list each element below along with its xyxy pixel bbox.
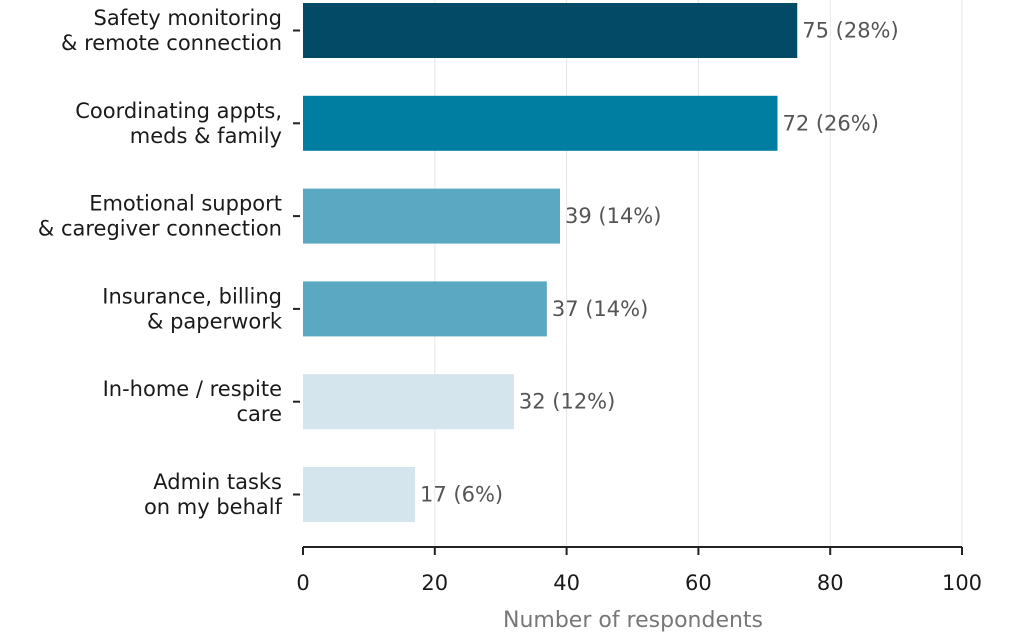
x-axis-title: Number of respondents: [503, 608, 763, 633]
axes: 0 20 40 60 80 100: [293, 29, 982, 595]
category-label-1: Coordinating appts, meds & family: [75, 99, 282, 148]
data-label-4: 32 (12%): [519, 390, 615, 414]
data-label-1: 72 (26%): [782, 111, 878, 135]
bar-5: [303, 467, 416, 522]
data-label-3: 37 (14%): [552, 297, 648, 321]
bar-1: [303, 95, 778, 151]
data-label-2: 39 (14%): [565, 204, 661, 228]
x-tick-label-60: 60: [685, 571, 712, 595]
bar-0: [303, 3, 798, 58]
bar-4: [303, 374, 514, 430]
grid-lines: [434, 0, 963, 547]
data-labels: 75 (28%) 72 (26%) 39 (14%) 37 (14%) 32 (12%)…: [420, 19, 899, 507]
category-label-2: Emotional support & caregiver connection: [38, 192, 282, 241]
category-label-0: Safety monitoring & remote connection: [61, 6, 282, 55]
x-tick-label-0: 0: [296, 571, 309, 595]
x-tick-label-100: 100: [942, 571, 982, 595]
category-label-3: Insurance, billing & paperwork: [102, 284, 283, 333]
data-label-0: 75 (28%): [802, 19, 898, 43]
x-tick-label-20: 20: [421, 571, 448, 595]
bar-3: [303, 281, 547, 337]
bar-2: [303, 188, 561, 244]
category-label-5: Admin tasks on my behalf: [144, 470, 283, 519]
category-label-4: In-home / respite care: [103, 377, 282, 426]
x-tick-label-40: 40: [553, 571, 580, 595]
data-label-5: 17 (6%): [420, 483, 503, 507]
x-tick-label-80: 80: [817, 571, 844, 595]
bars: [303, 3, 798, 522]
category-labels: Safety monitoring & remote connection Coor…: [38, 6, 283, 519]
